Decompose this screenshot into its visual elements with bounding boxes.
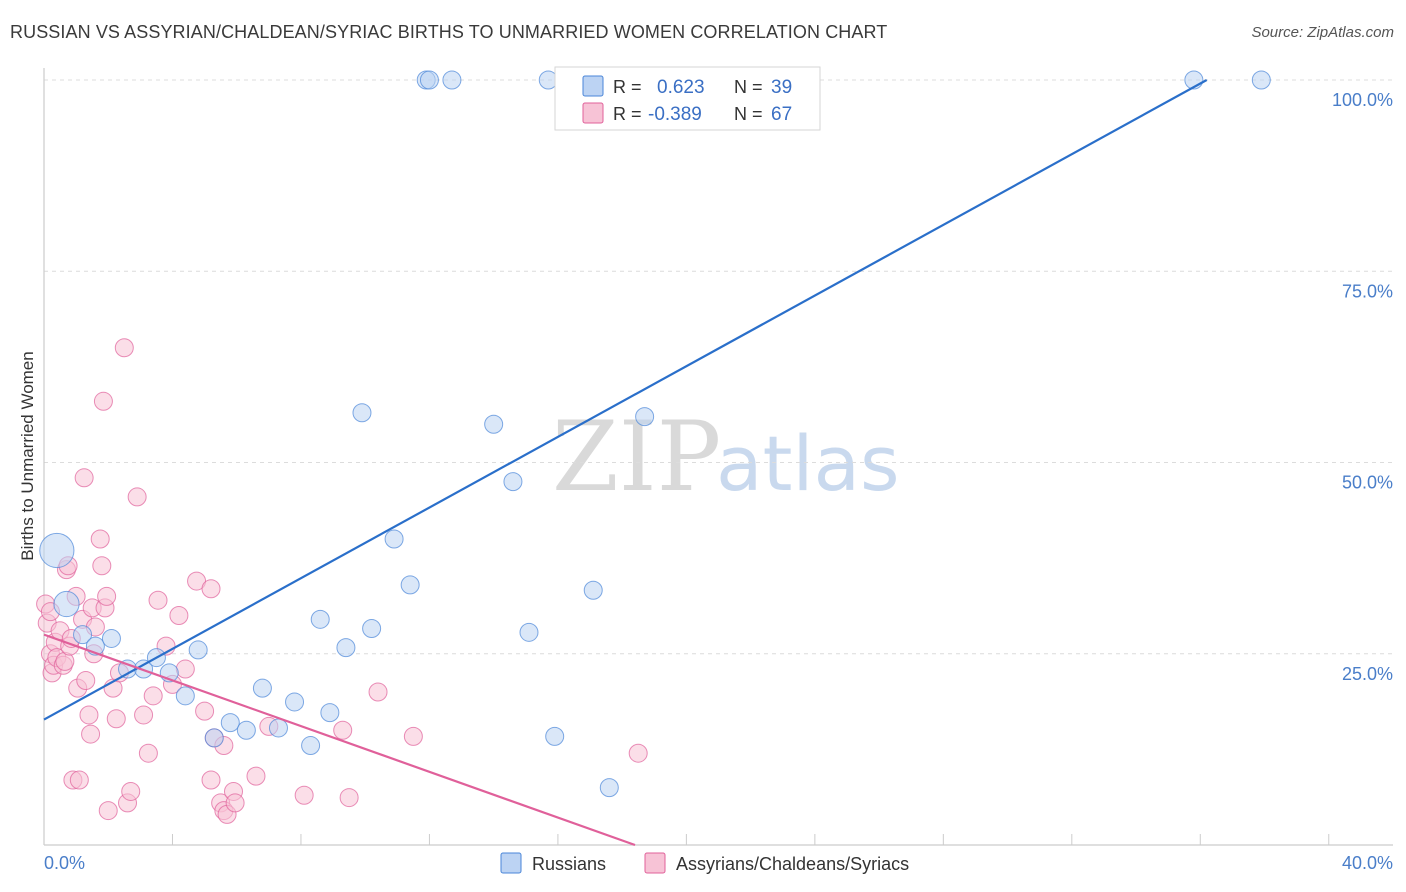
assyrian-point-22 <box>81 724 101 744</box>
assyrian-point-21 <box>79 705 99 725</box>
legend-n-label-pink: N = <box>734 104 763 124</box>
russian-point-26 <box>419 70 439 90</box>
x-tick-label-right: 40.0% <box>1342 853 1393 873</box>
bottom-legend: Russians Assyrians/Chaldeans/Syriacs <box>500 852 909 874</box>
y-tick-label-75: 75.0% <box>1342 281 1393 301</box>
russian-point-22 <box>362 619 382 639</box>
russian-point-10 <box>188 640 208 660</box>
assyrian-trend-line <box>43 633 636 847</box>
legend-r-value-pink: -0.389 <box>648 104 702 125</box>
assyrian-point-37 <box>121 781 141 801</box>
russian-point-34 <box>599 778 619 798</box>
assyrian-point-27 <box>92 556 112 576</box>
trend-lines <box>43 79 1208 847</box>
russian-trend-line <box>43 79 1208 721</box>
assyrian-point-17 <box>69 770 89 790</box>
assyrian-point-63 <box>368 682 388 702</box>
assyrian-point-49 <box>201 579 221 599</box>
assyrian-point-26 <box>90 529 110 549</box>
legend-n-label-blue: N = <box>734 77 763 97</box>
russian-point-35 <box>635 407 655 427</box>
bottom-legend-label-assyrians: Assyrians/Chaldeans/Syriacs <box>676 854 909 874</box>
assyrian-point-35 <box>114 338 134 358</box>
legend-swatch-blue <box>582 75 604 97</box>
source-credit: Source: ZipAtlas.com <box>1251 24 1394 41</box>
assyrian-point-48 <box>195 701 215 721</box>
assyrian-point-57 <box>225 793 245 813</box>
russian-point-28 <box>484 414 504 434</box>
assyrian-point-28 <box>93 391 113 411</box>
russian-point-23 <box>384 529 404 549</box>
assyrian-point-19 <box>74 468 94 488</box>
assyrian-point-42 <box>148 590 168 610</box>
x-tick-marks <box>171 834 1330 845</box>
assyrian-point-30 <box>97 586 117 606</box>
y-tick-label-50: 50.0% <box>1342 473 1393 493</box>
y-axis-label: Births to Unmarried Women <box>18 351 37 560</box>
assyrian-point-41 <box>143 686 163 706</box>
russian-point-18 <box>310 609 330 629</box>
legend-r-value-blue: 0.623 <box>657 77 705 98</box>
russian-point-32 <box>545 726 565 746</box>
assyrian-point-33 <box>106 709 126 729</box>
assyrian-point-40 <box>138 743 158 763</box>
russian-point-29 <box>503 472 523 492</box>
chart-title: RUSSIAN VS ASSYRIAN/CHALDEAN/SYRIAC BIRT… <box>10 22 888 42</box>
russian-point-17 <box>301 736 321 756</box>
bottom-legend-label-russians: Russians <box>532 854 606 874</box>
assyrian-point-62 <box>339 788 359 808</box>
legend-r-label-pink: R = <box>613 104 642 124</box>
assyrian-point-20 <box>76 671 96 691</box>
russian-point-15 <box>268 718 288 738</box>
russian-point-27 <box>442 70 462 90</box>
assyrian-point-45 <box>169 606 189 625</box>
russian-point-9 <box>175 686 195 706</box>
assyrian-point-39 <box>134 705 154 725</box>
russian-point-4 <box>101 628 121 648</box>
assyrian-point-38 <box>127 487 147 507</box>
x-tick-label-left: 0.0% <box>44 853 85 873</box>
assyrian-point-64 <box>403 726 423 746</box>
legend-n-value-pink: 67 <box>771 104 792 125</box>
assyrian-point-65 <box>628 743 648 763</box>
y-tick-label-100: 100.0% <box>1332 90 1393 110</box>
russian-point-1 <box>53 590 80 618</box>
legend-n-value-blue: 39 <box>771 77 792 98</box>
assyrian-point-46 <box>175 659 195 679</box>
legend-swatch-pink <box>582 102 604 124</box>
assyrian-point-31 <box>98 801 118 821</box>
russian-point-21 <box>352 403 372 423</box>
russian-point-19 <box>320 703 340 723</box>
russian-point-37 <box>1251 70 1271 90</box>
assyrian-point-58 <box>246 766 266 786</box>
russian-point-12 <box>220 713 240 733</box>
legend-box: R = 0.623 N = 39 R = -0.389 N = 67 <box>554 66 821 131</box>
russian-point-0 <box>39 532 75 569</box>
russian-point-33 <box>583 580 603 600</box>
gridlines <box>44 79 1393 655</box>
watermark-atlas: atlas <box>716 419 900 508</box>
russian-point-30 <box>519 622 539 642</box>
russian-point-13 <box>236 720 256 740</box>
y-tick-labels: 25.0% 50.0% 75.0% 100.0% <box>1332 90 1393 684</box>
bottom-legend-swatch-assyrians <box>644 852 666 874</box>
russian-point-14 <box>252 678 272 698</box>
russian-point-24 <box>400 575 420 595</box>
y-tick-label-25: 25.0% <box>1342 664 1393 684</box>
assyrian-point-60 <box>294 785 314 805</box>
russian-point-16 <box>285 692 305 712</box>
russian-point-2 <box>73 625 93 645</box>
legend-r-label-blue: R = <box>613 77 642 97</box>
russian-point-11 <box>204 728 224 748</box>
bottom-legend-swatch-russians <box>500 852 522 874</box>
assyrian-point-51 <box>201 770 221 790</box>
russian-point-20 <box>336 638 356 658</box>
assyrian-point-61 <box>333 720 353 740</box>
